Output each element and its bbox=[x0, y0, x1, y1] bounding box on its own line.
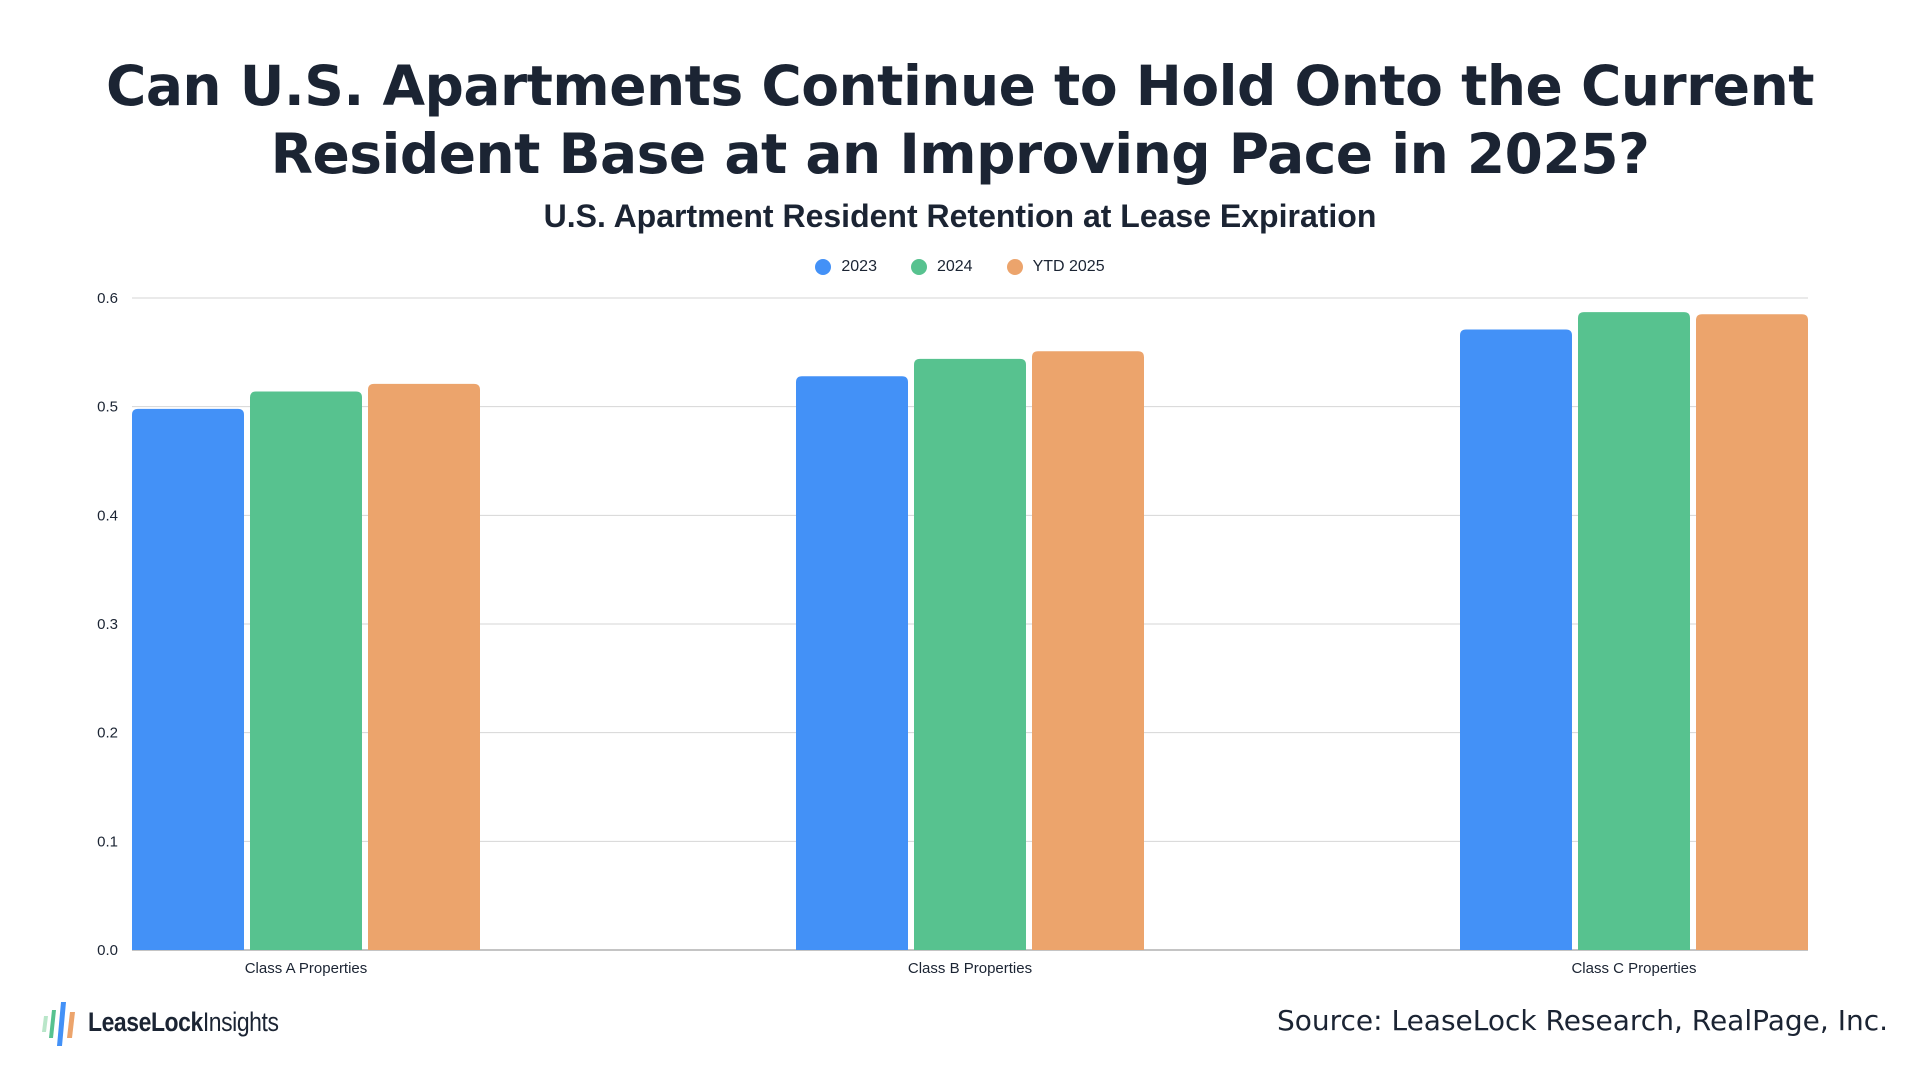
legend-swatch-ytd-2025 bbox=[1006, 259, 1023, 275]
logo-text-bold: LeaseLock bbox=[88, 1006, 203, 1037]
legend-item-2024[interactable]: 2024 bbox=[910, 258, 973, 276]
chart-title: Can U.S. Apartments Continue to Hold Ont… bbox=[0, 52, 1920, 188]
bar-2024 bbox=[250, 391, 362, 950]
leaselock-logo: LeaseLockInsights bbox=[42, 998, 312, 1046]
x-tick-label: Class B Properties bbox=[908, 960, 1032, 977]
y-tick-label: 0.5 bbox=[97, 399, 118, 416]
legend-label-ytd-2025: YTD 2025 bbox=[1032, 258, 1105, 275]
bar-ytd-2025 bbox=[368, 383, 480, 950]
leaselock-logo-mark-icon bbox=[42, 1002, 75, 1046]
bar-ytd-2025 bbox=[1696, 314, 1808, 950]
legend-item-ytd-2025[interactable]: YTD 2025 bbox=[1006, 258, 1105, 276]
x-tick-label: Class C Properties bbox=[1571, 960, 1696, 977]
bar-2023 bbox=[1460, 329, 1572, 951]
chart-legend: 2023 2024 YTD 2025 bbox=[0, 258, 1920, 276]
bar-2024 bbox=[914, 358, 1026, 950]
y-tick-label: 0.0 bbox=[97, 942, 118, 959]
legend-item-2023[interactable]: 2023 bbox=[815, 258, 877, 276]
source-note: Source: LeaseLock Research, RealPage, In… bbox=[1276, 1004, 1888, 1037]
y-tick-label: 0.1 bbox=[97, 833, 118, 850]
chart-subtitle: U.S. Apartment Resident Retention at Lea… bbox=[543, 198, 1377, 234]
bar-2023 bbox=[796, 376, 908, 950]
y-tick-label: 0.2 bbox=[97, 725, 118, 742]
bar-ytd-2025 bbox=[1032, 351, 1144, 950]
legend-label-2024: 2024 bbox=[936, 258, 973, 275]
leaselock-logo-text: LeaseLockInsights bbox=[88, 1007, 279, 1038]
legend-swatch-2023 bbox=[815, 259, 832, 275]
legend-label-2023: 2023 bbox=[841, 258, 877, 275]
x-tick-label: Class A Properties bbox=[245, 960, 368, 977]
legend-swatch-2024 bbox=[910, 259, 927, 275]
bar-2023 bbox=[132, 408, 244, 951]
chart-title-line-1: Can U.S. Apartments Continue to Hold Ont… bbox=[105, 54, 1815, 118]
y-tick-label: 0.3 bbox=[97, 616, 118, 633]
bar-chart: 0.0 0.1 0.2 0.3 0.4 0.5 0.6 Class A Properties C… bbox=[97, 290, 1808, 977]
logo-text-light: Insights bbox=[202, 1006, 279, 1037]
y-tick-label: 0.4 bbox=[97, 507, 118, 524]
y-tick-label: 0.6 bbox=[97, 290, 118, 307]
chart-title-line-2: Resident Base at an Improving Pace in 20… bbox=[270, 122, 1650, 186]
bar-2024 bbox=[1578, 312, 1690, 950]
